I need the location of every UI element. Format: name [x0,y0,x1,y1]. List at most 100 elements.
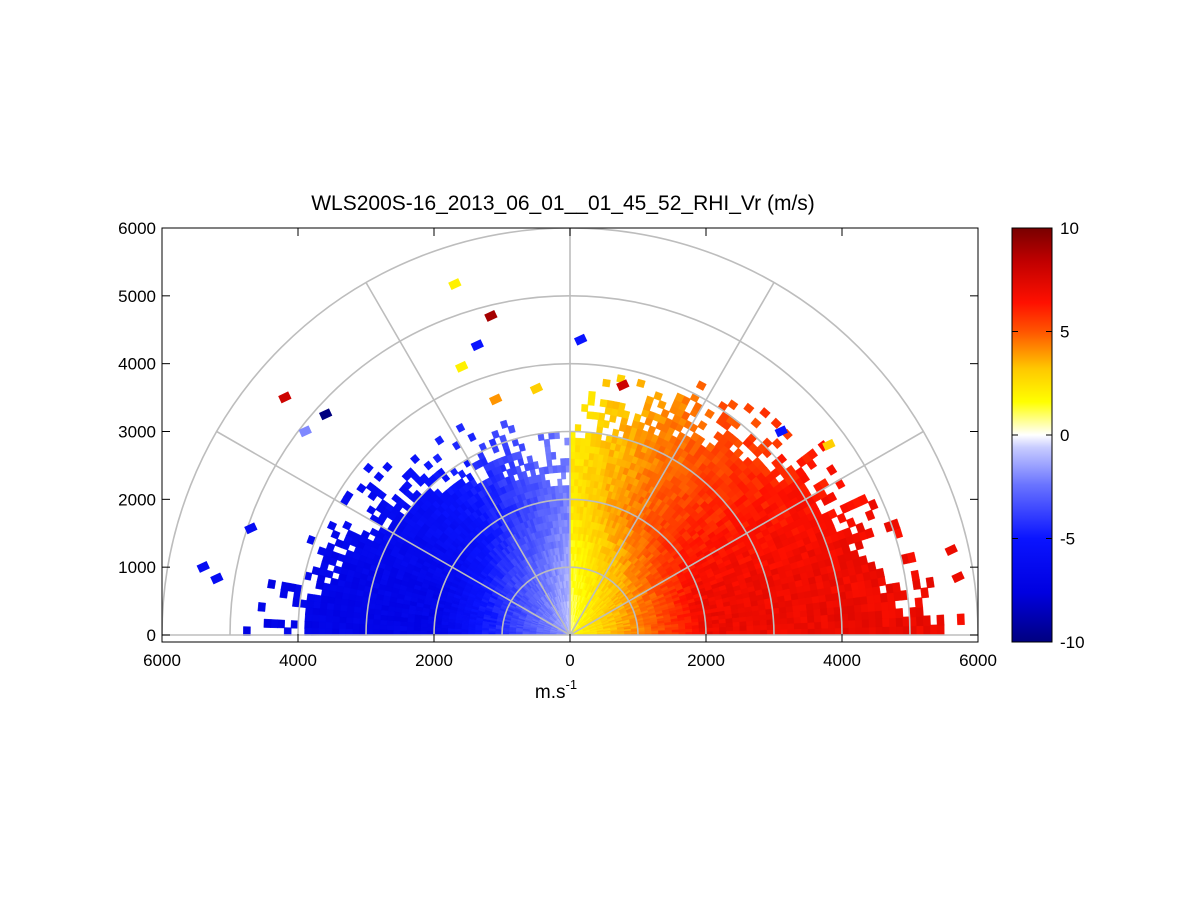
field-cell [705,442,716,453]
field-cell [925,576,935,589]
field-cell [800,621,809,630]
x-tick-label: 4000 [279,651,317,670]
field-cell [713,431,724,442]
field-cell [379,619,388,626]
field-cell [351,623,360,631]
colorbar-tick-label: 10 [1060,219,1079,238]
field-cell [379,624,387,631]
field-cell [704,408,715,420]
field-cell [956,613,965,626]
field-cell [331,622,340,630]
field-cell [544,445,552,454]
field-cell [543,438,551,447]
field-cell [821,627,829,636]
field-cell [861,610,870,620]
y-tick-label: 2000 [118,490,156,509]
field-cell [546,459,553,468]
field-cell [841,619,850,629]
field-cell [889,625,897,636]
field-cell [807,621,816,630]
field-cell [545,452,552,461]
field-cell [574,437,581,446]
field-cell [861,618,870,628]
field-cell [653,391,663,401]
field-cell [936,614,945,626]
field-cell [760,629,768,636]
x-axis-label-sup: -1 [566,677,578,692]
field-cell [358,618,367,625]
field-cell [311,607,321,616]
field-cell [338,616,347,624]
field-cell [930,624,938,636]
field-cell [857,493,869,506]
field-cell [695,380,707,391]
x-tick-label: 2000 [687,651,725,670]
field-cell [862,626,870,636]
field-cell [794,628,802,636]
field-cell [848,619,857,628]
x-tick-label: 6000 [959,651,997,670]
field-cell [895,616,904,627]
field-cell [311,566,321,576]
field-cell [847,611,856,621]
field-cell [727,399,739,411]
field-cell [806,448,819,460]
field-cell [358,623,367,631]
field-cell [573,492,578,500]
field-cell [855,522,866,534]
field-cell [602,378,611,388]
field-cell [826,464,838,476]
field-cell [807,627,816,636]
field-cell [372,619,381,626]
field-cell [325,609,334,618]
field-cell [827,620,836,629]
field-cell [787,628,795,636]
field-cell [867,561,877,572]
field-cell [345,623,353,630]
field-cell [564,437,571,446]
field-cell [573,478,579,487]
field-cell [399,625,408,632]
field-cell [906,551,917,564]
field-cell [922,615,931,627]
field-cell [311,614,320,623]
field-cell [915,606,924,618]
field-cell [318,615,327,623]
field-cell [814,627,823,636]
field-cell [814,621,823,629]
field-cell [914,597,924,609]
field-cell [440,627,449,633]
field-cell [573,485,579,493]
field-cell [896,625,904,636]
field-cell [828,627,836,636]
field-cell [888,617,897,627]
field-cell [574,451,580,460]
field-cell [742,456,754,468]
x-tick-label: 2000 [415,651,453,670]
field-cell [858,555,869,566]
field-cell [267,579,277,590]
field-cell [352,617,361,625]
field-cell [578,465,584,473]
field-cell [875,567,885,579]
field-cell [573,458,580,466]
field-cell [867,610,877,620]
field-cell [560,458,566,466]
y-tick-label: 0 [147,626,156,645]
field-cell [586,411,594,420]
field-cell [743,402,755,414]
field-cell [773,623,782,630]
field-cell [882,625,891,636]
y-tick-label: 5000 [118,287,156,306]
field-cell [560,471,567,480]
field-cell [771,438,783,450]
field-cell [413,626,421,632]
field-cell [882,617,891,628]
field-cell [311,621,319,630]
field-cell [793,622,802,630]
field-cell [557,478,563,487]
field-cell [936,624,945,636]
field-cell [426,627,435,632]
field-cell [864,527,875,539]
